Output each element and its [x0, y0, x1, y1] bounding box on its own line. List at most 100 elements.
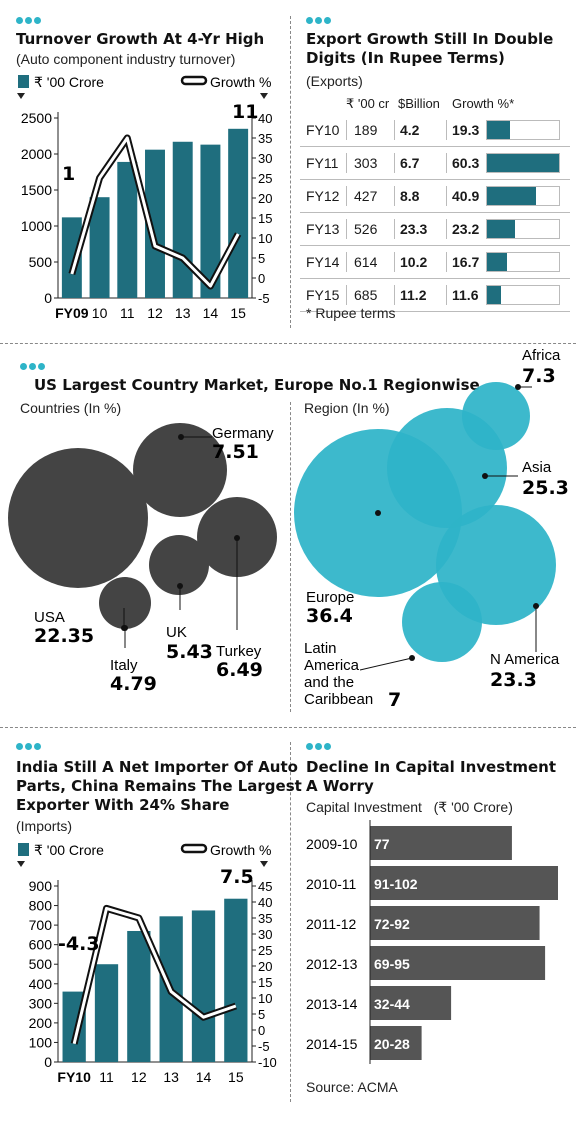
- bar: [191, 910, 216, 1062]
- bubble-value-label: 6.49: [216, 659, 263, 681]
- bubble-value-label: 36.4: [306, 605, 353, 627]
- exports-cell-bn: 6.7: [400, 155, 420, 171]
- turnover-chart: ₹ '00 Crore Growth % 0 500 1000 1500 2000 2500 -…: [17, 74, 272, 321]
- capex-year-label: 2010-11: [306, 876, 357, 892]
- imports-subtitle: (Imports): [16, 818, 72, 834]
- bubble-value-label: 7.51: [212, 441, 259, 463]
- right-tick-label: 0: [258, 271, 265, 286]
- capex-year-label: 2014-15: [306, 1036, 358, 1052]
- left-tick-label: 0: [44, 290, 52, 306]
- vertical-divider-middle: [290, 402, 291, 712]
- bar: [117, 161, 138, 298]
- bubble-name-label: Italy: [110, 657, 138, 674]
- right-tick-label: -5: [258, 1039, 270, 1054]
- exports-cell-divider: [394, 285, 395, 305]
- right-tick-label: 25: [258, 171, 272, 186]
- legend-line-swatch: [180, 843, 208, 854]
- capex-bar: [370, 826, 512, 860]
- growth-bar-track: [486, 186, 560, 206]
- bubble-name-label: Asia: [522, 459, 552, 476]
- growth-line: [72, 906, 237, 1045]
- x-tick-label: 12: [147, 305, 163, 321]
- exports-cell-divider: [446, 153, 447, 173]
- bubble-germany: [133, 423, 227, 517]
- legend-bar-swatch: [18, 843, 29, 856]
- dots-icon: [306, 16, 333, 27]
- right-tick-label: 20: [258, 959, 272, 974]
- growth-bar-track: [486, 285, 560, 305]
- x-tick-label: FY09: [55, 305, 89, 321]
- exports-cell-divider: [394, 252, 395, 272]
- right-tick-label: -10: [258, 1055, 277, 1070]
- x-tick-label: 13: [175, 305, 191, 321]
- bubble-italy: [99, 577, 151, 629]
- exports-cell-divider: [446, 285, 447, 305]
- region-label: Region (In %): [304, 400, 390, 416]
- exports-cell-cr: 614: [354, 254, 378, 270]
- bubble-name-label: Turkey: [216, 643, 262, 660]
- right-axis-arrow-icon: [260, 93, 268, 99]
- left-tick-label: 2000: [21, 146, 52, 162]
- exports-cell-year: FY14: [306, 254, 340, 270]
- left-tick-label: 500: [29, 956, 53, 972]
- capex-source: Source: ACMA: [306, 1079, 398, 1095]
- exports-cell-growth: 40.9: [452, 188, 480, 204]
- exports-cell-bn: 23.3: [400, 221, 428, 237]
- x-tick-label: 14: [196, 1069, 212, 1085]
- legend-line-swatch: [180, 75, 208, 86]
- exports-cell-bn: 8.8: [400, 188, 420, 204]
- capex-title-line1: Decline In Capital Investment: [306, 758, 556, 776]
- horizontal-divider-2: [0, 727, 576, 728]
- exports-cell-divider: [346, 186, 347, 206]
- right-tick-label: 0: [258, 1023, 265, 1038]
- bar: [61, 217, 82, 298]
- vertical-divider-bottom: [290, 742, 291, 1102]
- exports-cell-bn: 4.2: [400, 122, 420, 138]
- exports-cell-growth: 16.7: [452, 254, 480, 270]
- capex-bar: [370, 946, 546, 980]
- exports-cell-divider: [394, 120, 395, 140]
- right-tick-label: 15: [258, 211, 272, 226]
- left-tick-label: 1500: [21, 182, 52, 198]
- growth-bar-fill: [487, 286, 501, 304]
- exports-footnote: * Rupee terms: [306, 305, 396, 321]
- x-tick-label: 13: [163, 1069, 179, 1085]
- exports-cell-year: FY15: [306, 287, 340, 303]
- dots-icon: [16, 742, 43, 753]
- exports-cell-year: FY12: [306, 188, 340, 204]
- exports-cell-year: FY13: [306, 221, 340, 237]
- capex-bar: [370, 1026, 422, 1060]
- horizontal-divider-1: [0, 343, 576, 344]
- bubble-name-label: and the: [304, 674, 354, 691]
- growth-bar-fill: [487, 121, 511, 139]
- growth-bar-track: [486, 252, 560, 272]
- growth-last-label: 11: [232, 101, 258, 123]
- right-tick-label: 40: [258, 895, 272, 910]
- bubble-value-label: 4.79: [110, 673, 157, 695]
- exports-title-line2: Digits (In Rupee Terms): [306, 49, 505, 67]
- right-tick-label: 35: [258, 911, 272, 926]
- capex-title-line2: A Worry: [306, 777, 374, 795]
- bubble-name-label: Caribbean: [304, 691, 373, 708]
- x-tick-label: FY10: [57, 1069, 91, 1085]
- x-tick-label: 11: [99, 1069, 114, 1085]
- exports-cell-year: FY11: [306, 155, 339, 171]
- capex-bar: [370, 866, 558, 900]
- bubble-usa: [8, 448, 148, 588]
- dots-icon: [20, 362, 47, 373]
- leader-dot: [375, 510, 381, 516]
- left-tick-label: 900: [29, 878, 53, 894]
- growth-bar-fill: [487, 187, 536, 205]
- bubble-name-label: America: [304, 657, 360, 674]
- right-tick-label: 10: [258, 231, 272, 246]
- exports-table-row: FY11 303 6.7 60.3: [300, 147, 570, 180]
- exports-table-row: FY15 685 11.2 11.6: [300, 279, 570, 312]
- exports-table-row: FY12 427 8.8 40.9: [300, 180, 570, 213]
- x-tick-label: 12: [131, 1069, 147, 1085]
- bar: [228, 128, 249, 298]
- exports-cell-divider: [446, 186, 447, 206]
- imports-chart: ₹ '00 Crore Growth %010020030040050060070…: [17, 842, 277, 1085]
- capex-bar-label: 77: [374, 836, 390, 852]
- bubble-latin: [402, 582, 482, 662]
